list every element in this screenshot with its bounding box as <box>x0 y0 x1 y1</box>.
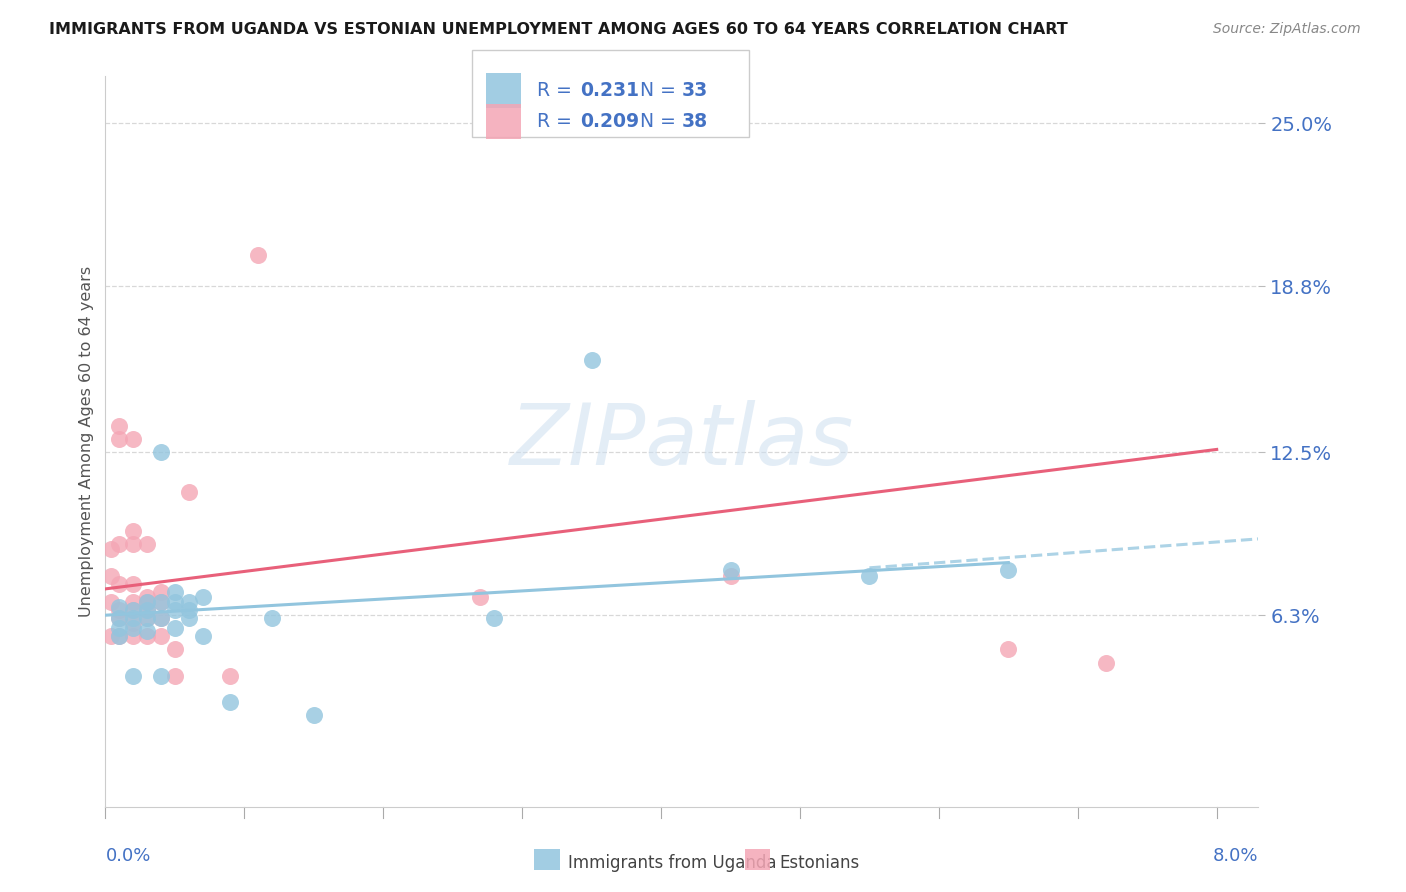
Point <box>108 432 131 446</box>
Point <box>997 642 1019 657</box>
Point <box>150 584 173 599</box>
Point <box>163 595 186 609</box>
Text: ZIPatlas: ZIPatlas <box>510 400 853 483</box>
Text: 33: 33 <box>682 81 709 100</box>
Point <box>122 524 145 538</box>
Point <box>100 542 122 557</box>
Point <box>177 611 200 625</box>
Text: N =: N = <box>640 81 682 100</box>
Point <box>150 669 173 683</box>
Point <box>122 629 145 643</box>
Point <box>163 642 186 657</box>
Point <box>108 603 131 617</box>
Point <box>136 595 159 609</box>
Point <box>136 590 159 604</box>
FancyBboxPatch shape <box>472 50 749 137</box>
Point <box>122 432 145 446</box>
Point <box>136 629 159 643</box>
Point <box>108 537 131 551</box>
Text: N =: N = <box>640 112 682 130</box>
Point <box>177 484 200 499</box>
Point <box>136 595 159 609</box>
Text: Immigrants from Uganda: Immigrants from Uganda <box>568 855 776 872</box>
Point <box>1094 656 1116 670</box>
Point <box>100 629 122 643</box>
Point <box>136 611 159 625</box>
Point <box>108 576 131 591</box>
Point <box>136 611 159 625</box>
Point <box>108 418 131 433</box>
Point <box>219 695 242 709</box>
Point <box>122 595 145 609</box>
Point <box>122 616 145 631</box>
Point <box>177 603 200 617</box>
Point <box>108 621 131 635</box>
Point <box>191 590 214 604</box>
Point <box>108 629 131 643</box>
Point <box>150 595 173 609</box>
Point <box>219 669 242 683</box>
Text: 0.209: 0.209 <box>581 112 640 130</box>
Point <box>122 576 145 591</box>
Point <box>122 611 145 625</box>
Point <box>100 568 122 582</box>
Point <box>122 603 145 617</box>
Point <box>720 564 742 578</box>
Text: R =: R = <box>537 81 578 100</box>
Point <box>100 595 122 609</box>
Point <box>122 537 145 551</box>
Text: IMMIGRANTS FROM UGANDA VS ESTONIAN UNEMPLOYMENT AMONG AGES 60 TO 64 YEARS CORREL: IMMIGRANTS FROM UGANDA VS ESTONIAN UNEMP… <box>49 22 1069 37</box>
Point <box>108 600 131 615</box>
Point <box>122 603 145 617</box>
Point <box>262 611 284 625</box>
Point <box>150 595 173 609</box>
Point <box>581 353 603 368</box>
Bar <box>486 73 520 108</box>
Point <box>136 537 159 551</box>
Point <box>470 590 492 604</box>
Point <box>163 584 186 599</box>
Text: R =: R = <box>537 112 578 130</box>
Point <box>997 564 1019 578</box>
Point <box>150 611 173 625</box>
Point <box>108 611 131 625</box>
Text: Source: ZipAtlas.com: Source: ZipAtlas.com <box>1213 22 1361 37</box>
Point <box>163 669 186 683</box>
Point <box>177 595 200 609</box>
Point <box>108 611 131 625</box>
Point <box>136 603 159 617</box>
Point <box>163 603 186 617</box>
Point <box>858 568 880 582</box>
Point <box>163 621 186 635</box>
Point <box>150 629 173 643</box>
Point <box>122 669 145 683</box>
Bar <box>486 103 520 139</box>
Text: 0.0%: 0.0% <box>105 847 150 865</box>
Text: 8.0%: 8.0% <box>1213 847 1258 865</box>
Point <box>302 708 325 723</box>
Point <box>136 603 159 617</box>
Point <box>122 621 145 635</box>
Text: Estonians: Estonians <box>779 855 859 872</box>
Text: 38: 38 <box>682 112 709 130</box>
Point <box>720 568 742 582</box>
Point <box>108 629 131 643</box>
Point <box>247 248 270 262</box>
Point <box>150 445 173 459</box>
Point <box>150 611 173 625</box>
Point <box>484 611 506 625</box>
Y-axis label: Unemployment Among Ages 60 to 64 years: Unemployment Among Ages 60 to 64 years <box>79 266 94 617</box>
Point <box>191 629 214 643</box>
Text: 0.231: 0.231 <box>581 81 640 100</box>
Point <box>136 624 159 638</box>
